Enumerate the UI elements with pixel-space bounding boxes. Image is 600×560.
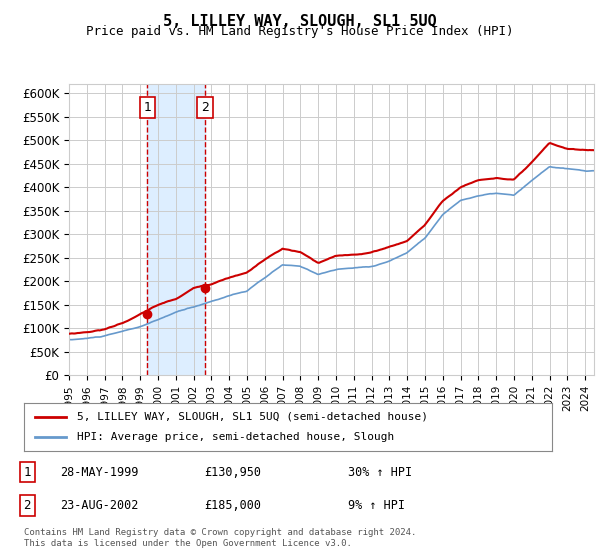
Text: 2: 2 — [201, 101, 209, 114]
Text: 23-AUG-2002: 23-AUG-2002 — [60, 499, 139, 512]
Text: 5, LILLEY WAY, SLOUGH, SL1 5UQ (semi-detached house): 5, LILLEY WAY, SLOUGH, SL1 5UQ (semi-det… — [77, 412, 428, 422]
Text: 30% ↑ HPI: 30% ↑ HPI — [348, 465, 412, 479]
Text: Price paid vs. HM Land Registry's House Price Index (HPI): Price paid vs. HM Land Registry's House … — [86, 25, 514, 38]
Text: 2: 2 — [23, 499, 31, 512]
Text: £185,000: £185,000 — [204, 499, 261, 512]
Text: Contains HM Land Registry data © Crown copyright and database right 2024.
This d: Contains HM Land Registry data © Crown c… — [24, 528, 416, 548]
Text: 28-MAY-1999: 28-MAY-1999 — [60, 465, 139, 479]
Text: 5, LILLEY WAY, SLOUGH, SL1 5UQ: 5, LILLEY WAY, SLOUGH, SL1 5UQ — [163, 14, 437, 29]
Text: £130,950: £130,950 — [204, 465, 261, 479]
Text: 1: 1 — [23, 465, 31, 479]
Bar — [148, 84, 205, 375]
Text: 1: 1 — [143, 101, 151, 114]
Text: HPI: Average price, semi-detached house, Slough: HPI: Average price, semi-detached house,… — [77, 432, 394, 442]
Text: 9% ↑ HPI: 9% ↑ HPI — [348, 499, 405, 512]
